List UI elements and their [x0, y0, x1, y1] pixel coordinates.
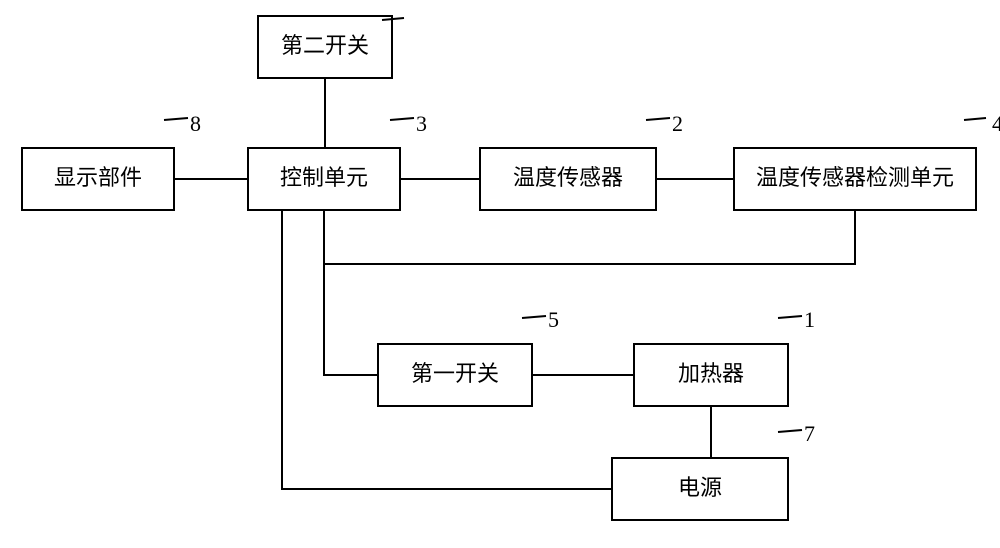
- block-n3: 控制单元 3: [248, 111, 427, 210]
- block-label: 控制单元: [280, 165, 368, 190]
- block-n7: 电源 7: [612, 421, 815, 520]
- annotation-leader: [964, 118, 986, 120]
- block-label: 第二开关: [281, 33, 369, 58]
- block-diagram: 第二开关 6 显示部件 8 控制单元 3 温度传感器 2 温度传感器检测单元 4 第一开关 5 加热器 1…: [0, 0, 1000, 548]
- connector-line: [324, 210, 855, 264]
- annotation-number: 5: [548, 307, 559, 332]
- annotation-number: 4: [992, 111, 1000, 136]
- annotation-leader: [778, 430, 802, 432]
- block-n4: 温度传感器检测单元 4: [734, 111, 1000, 210]
- block-n6: 第二开关 6: [258, 0, 419, 78]
- annotation-number: 1: [804, 307, 815, 332]
- annotation-number: 8: [190, 111, 201, 136]
- annotation-number: 7: [804, 421, 815, 446]
- annotation-leader: [646, 118, 670, 120]
- block-n1: 加热器 1: [634, 307, 815, 406]
- block-n5: 第一开关 5: [378, 307, 559, 406]
- connector-line: [324, 210, 378, 375]
- annotation-number: 6: [408, 0, 419, 4]
- annotation-leader: [390, 118, 414, 120]
- block-label: 第一开关: [411, 361, 499, 386]
- block-n2: 温度传感器 2: [480, 111, 683, 210]
- annotation-number: 3: [416, 111, 427, 136]
- block-label: 显示部件: [54, 165, 142, 190]
- block-n8: 显示部件 8: [22, 111, 201, 210]
- block-label: 电源: [678, 475, 722, 500]
- annotation-leader: [164, 118, 188, 120]
- block-label: 加热器: [678, 361, 744, 386]
- block-label: 温度传感器: [513, 165, 623, 190]
- annotation-number: 2: [672, 111, 683, 136]
- block-label: 温度传感器检测单元: [756, 165, 954, 190]
- annotation-leader: [778, 316, 802, 318]
- annotation-leader: [522, 316, 546, 318]
